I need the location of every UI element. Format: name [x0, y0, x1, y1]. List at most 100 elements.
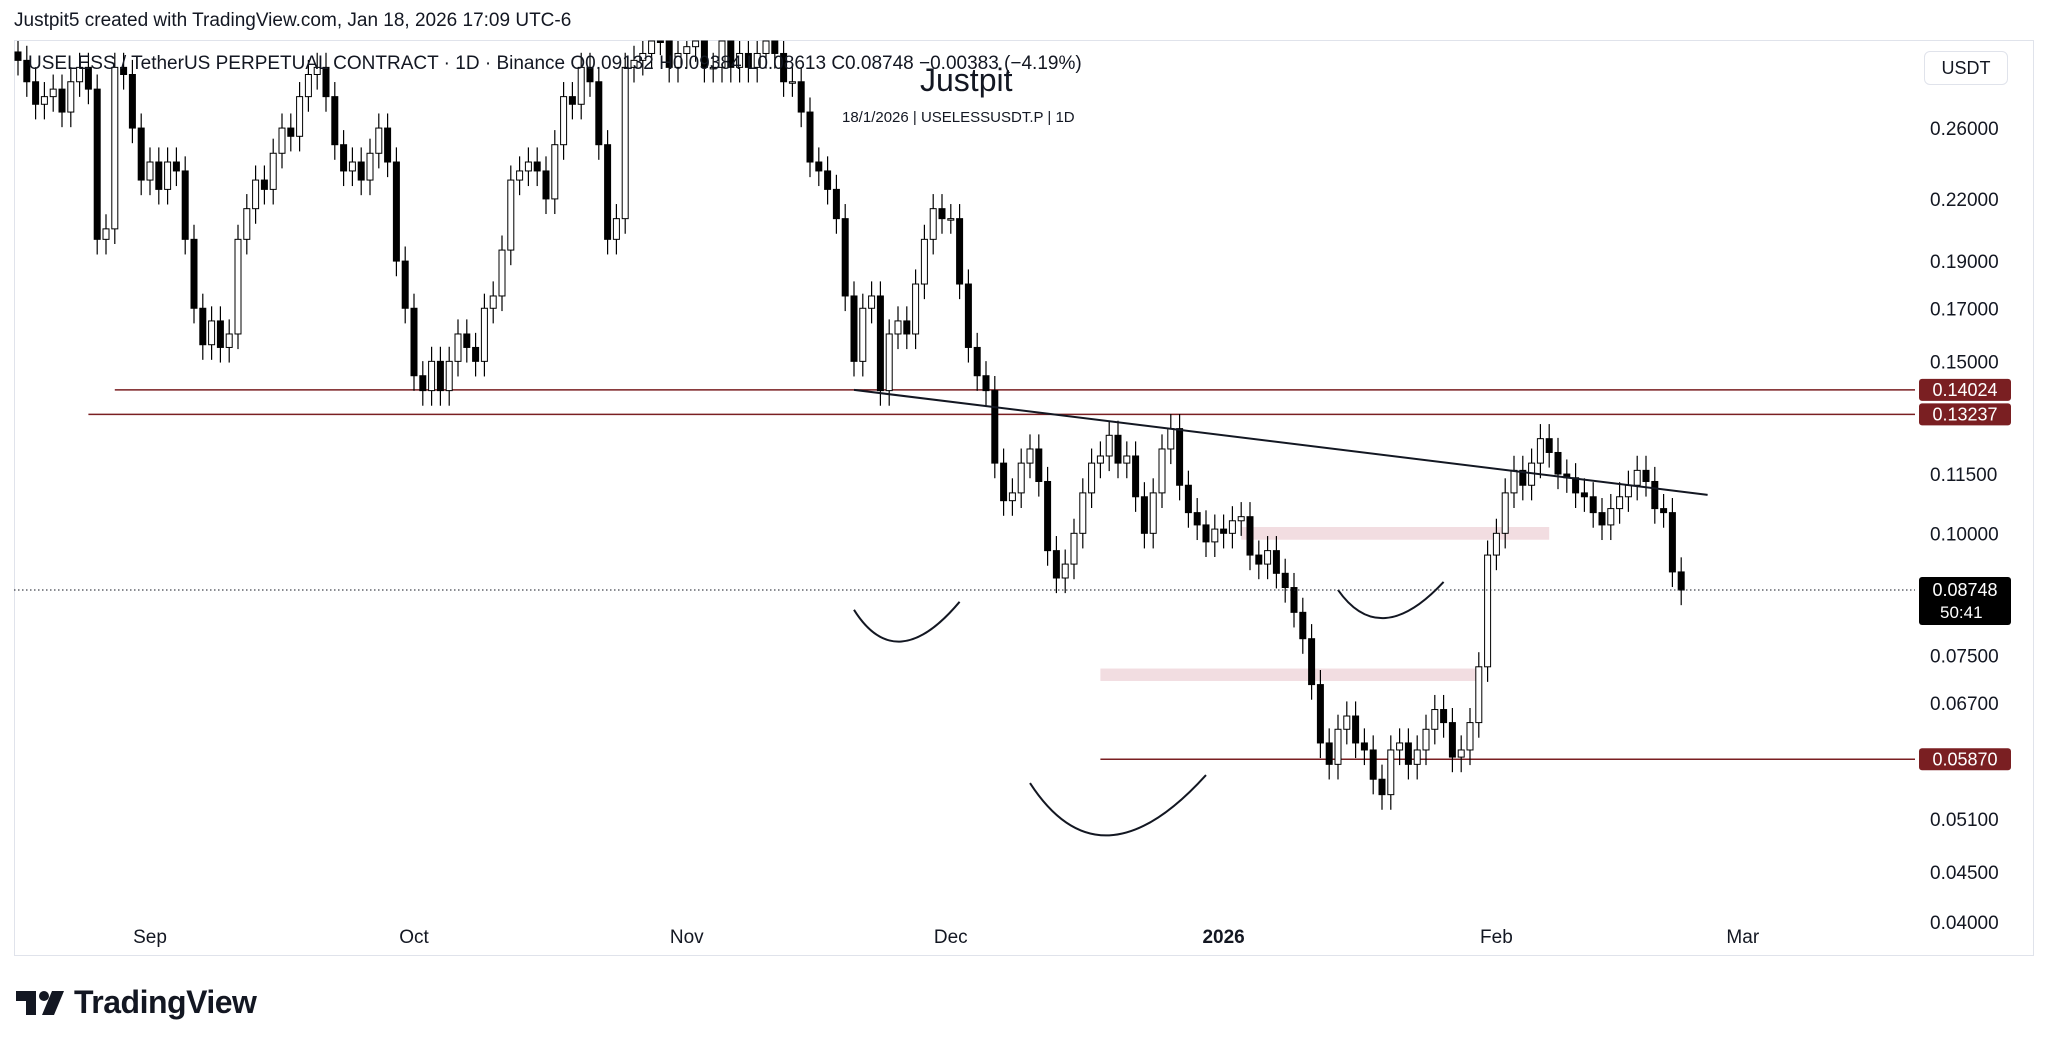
candle-body	[1044, 480, 1052, 552]
candle-body	[102, 228, 110, 240]
candle	[428, 346, 436, 406]
candle-body	[824, 170, 832, 190]
candle	[964, 269, 972, 363]
candle	[850, 281, 858, 377]
candle-body	[815, 161, 823, 172]
candle	[128, 59, 136, 144]
candle-body	[1677, 571, 1685, 591]
candle	[1176, 414, 1184, 501]
candle	[1580, 478, 1588, 512]
candle-body	[1105, 434, 1113, 457]
candle-body	[1484, 554, 1492, 668]
candle-body	[956, 218, 964, 285]
candle-body	[498, 249, 506, 297]
candle	[1404, 728, 1412, 780]
candle	[542, 156, 550, 215]
candle	[841, 204, 849, 312]
candle-body	[665, 40, 673, 68]
candle	[1290, 572, 1298, 628]
candle-body	[1352, 715, 1360, 744]
candle	[507, 165, 515, 266]
candle	[727, 40, 735, 83]
candle	[859, 293, 867, 377]
candle-body	[1167, 428, 1175, 450]
candle	[1334, 714, 1342, 780]
candle	[120, 52, 128, 90]
candle	[1079, 478, 1087, 549]
candle-body	[146, 161, 154, 181]
candle	[1501, 478, 1509, 549]
candle-body	[1492, 532, 1500, 556]
candle-body	[366, 152, 374, 181]
candle	[252, 165, 260, 224]
candle	[49, 74, 57, 112]
time-axis: Sep Oct Nov Dec 2026 Feb Mar	[133, 927, 1760, 948]
candle-body	[674, 52, 682, 68]
candle-body	[551, 144, 559, 200]
candle-body	[648, 40, 656, 54]
candle	[1149, 478, 1157, 549]
candle	[1510, 455, 1518, 509]
candle-body	[524, 161, 532, 172]
candle-body	[1633, 469, 1641, 486]
candle-body	[1387, 749, 1395, 796]
price-tick-label: 0.11500	[1930, 465, 1997, 486]
candle	[1220, 514, 1228, 549]
candle	[1633, 455, 1641, 501]
candle	[1035, 434, 1043, 497]
candle-body	[788, 81, 796, 84]
candle	[630, 45, 638, 83]
tradingview-wordmark: TradingView	[74, 984, 257, 1020]
price-axis: 0.14024 0.13237 0.05870 0.08748 50:41 0.26000…	[1919, 119, 2011, 934]
candle	[665, 40, 673, 83]
currency-selector[interactable]: USDT	[1924, 51, 2008, 85]
candle-body	[1184, 484, 1192, 514]
candle-body	[1158, 448, 1166, 494]
price-tick-label: 0.10000	[1930, 524, 1999, 545]
candle	[375, 113, 383, 169]
candle	[111, 52, 119, 244]
candle-body	[912, 283, 920, 335]
candle	[1158, 434, 1166, 509]
candle	[1008, 478, 1016, 516]
candle-body	[1211, 528, 1219, 543]
candle-body	[568, 96, 576, 105]
candle-body	[1000, 462, 1008, 502]
candle-body	[806, 111, 814, 163]
candle-body	[1228, 520, 1236, 534]
right-shoulder-arc	[1337, 581, 1445, 620]
candle	[1536, 424, 1544, 479]
candle	[551, 130, 559, 215]
candle-body	[23, 59, 31, 83]
candle-body	[1589, 496, 1597, 514]
candle-body	[1554, 451, 1562, 475]
candle-body	[120, 66, 128, 76]
candle	[1264, 536, 1272, 580]
candle-body	[1299, 611, 1307, 640]
candle-body	[384, 127, 392, 163]
candle-body	[1237, 516, 1245, 522]
candle-body	[269, 152, 277, 190]
candle	[744, 41, 752, 83]
candle-body	[1545, 438, 1553, 453]
price-tick-label: 0.22000	[1930, 190, 1999, 211]
candle-body	[991, 390, 999, 464]
candle	[920, 224, 928, 300]
candle	[340, 130, 348, 187]
candle	[1325, 728, 1333, 780]
candle-body	[375, 127, 383, 154]
candle	[410, 293, 418, 391]
candle	[1343, 701, 1351, 745]
candle-body	[630, 59, 638, 68]
candle-body	[577, 66, 585, 105]
candle	[1387, 735, 1395, 810]
candle	[648, 40, 656, 69]
symbol-ohlc-legend: USELESS / TetherUS PERPETUAL CONTRACT · …	[28, 53, 1082, 74]
candle	[524, 147, 532, 187]
candle	[1563, 459, 1571, 493]
candle	[304, 59, 312, 112]
candle	[586, 52, 594, 97]
candle-body	[929, 208, 937, 240]
price-tick-label: 0.04000	[1930, 913, 1999, 934]
